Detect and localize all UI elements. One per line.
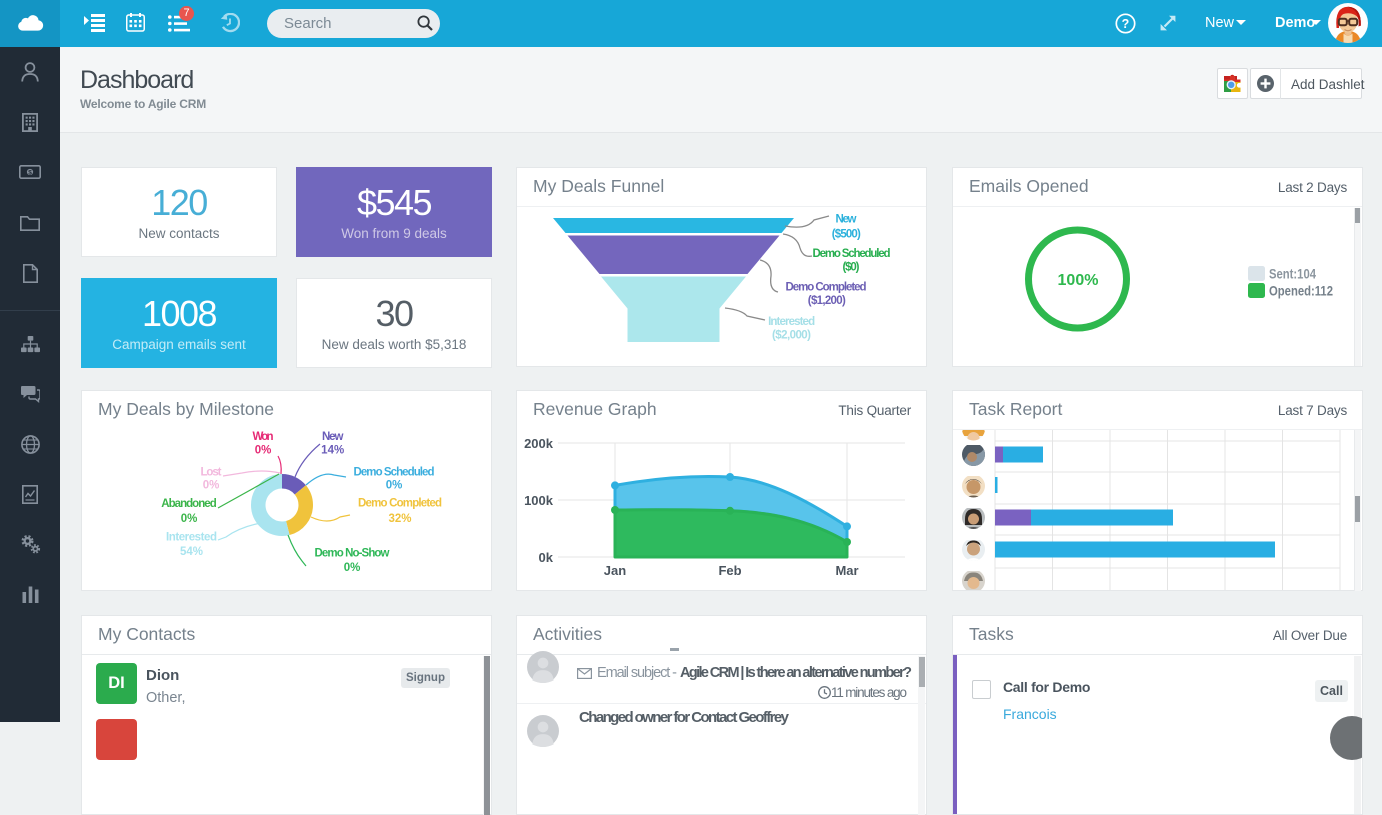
svg-text:Demo Scheduled: Demo Scheduled [813, 248, 891, 260]
svg-text:($500): ($500) [832, 228, 861, 240]
svg-text:Opened:112: Opened:112 [1269, 283, 1333, 299]
svg-text:Demo Completed: Demo Completed [358, 498, 442, 510]
svg-text:Changed owner for Contact Geof: Changed owner for Contact Geoffrey [579, 709, 790, 726]
svg-text:Won: Won [253, 431, 274, 443]
svg-text:0%: 0% [203, 480, 220, 492]
svg-text:Interested: Interested [166, 531, 217, 543]
svg-text:($2,000): ($2,000) [772, 329, 811, 341]
svg-text:Lost: Lost [201, 467, 222, 479]
svg-text:0%: 0% [386, 480, 403, 492]
svg-text:11 minutes ago: 11 minutes ago [831, 685, 907, 700]
svg-text:0%: 0% [181, 513, 198, 525]
svg-text:New: New [322, 431, 344, 443]
svg-text:$: $ [28, 169, 32, 176]
svg-text:32%: 32% [388, 513, 411, 525]
svg-text:Email subject -: Email subject - [597, 665, 677, 681]
svg-text:Feb: Feb [718, 563, 741, 578]
svg-text:?: ? [1122, 17, 1130, 31]
svg-text:Agile CRM | Is there an altern: Agile CRM | Is there an alternative numb… [680, 665, 912, 681]
svg-text:($1,200): ($1,200) [808, 295, 846, 307]
svg-text:200k: 200k [524, 436, 554, 451]
svg-text:Abandoned: Abandoned [161, 498, 217, 510]
svg-text:100%: 100% [1058, 272, 1099, 289]
svg-text:54%: 54% [180, 546, 203, 558]
svg-text:0%: 0% [255, 445, 272, 457]
svg-text:New: New [836, 213, 857, 225]
svg-text:Sent:104: Sent:104 [1269, 266, 1316, 282]
svg-text:Demo No-Show: Demo No-Show [315, 548, 390, 560]
svg-text:Mar: Mar [835, 563, 858, 578]
svg-text:0k: 0k [539, 550, 554, 565]
svg-text:Demo Completed: Demo Completed [786, 282, 867, 294]
svg-text:Interested: Interested [768, 316, 815, 328]
svg-text:0%: 0% [344, 562, 361, 574]
svg-text:($0): ($0) [843, 261, 860, 273]
svg-text:Jan: Jan [604, 563, 626, 578]
svg-text:Demo Scheduled: Demo Scheduled [354, 467, 435, 479]
svg-text:14%: 14% [321, 445, 344, 457]
svg-text:100k: 100k [524, 493, 554, 508]
